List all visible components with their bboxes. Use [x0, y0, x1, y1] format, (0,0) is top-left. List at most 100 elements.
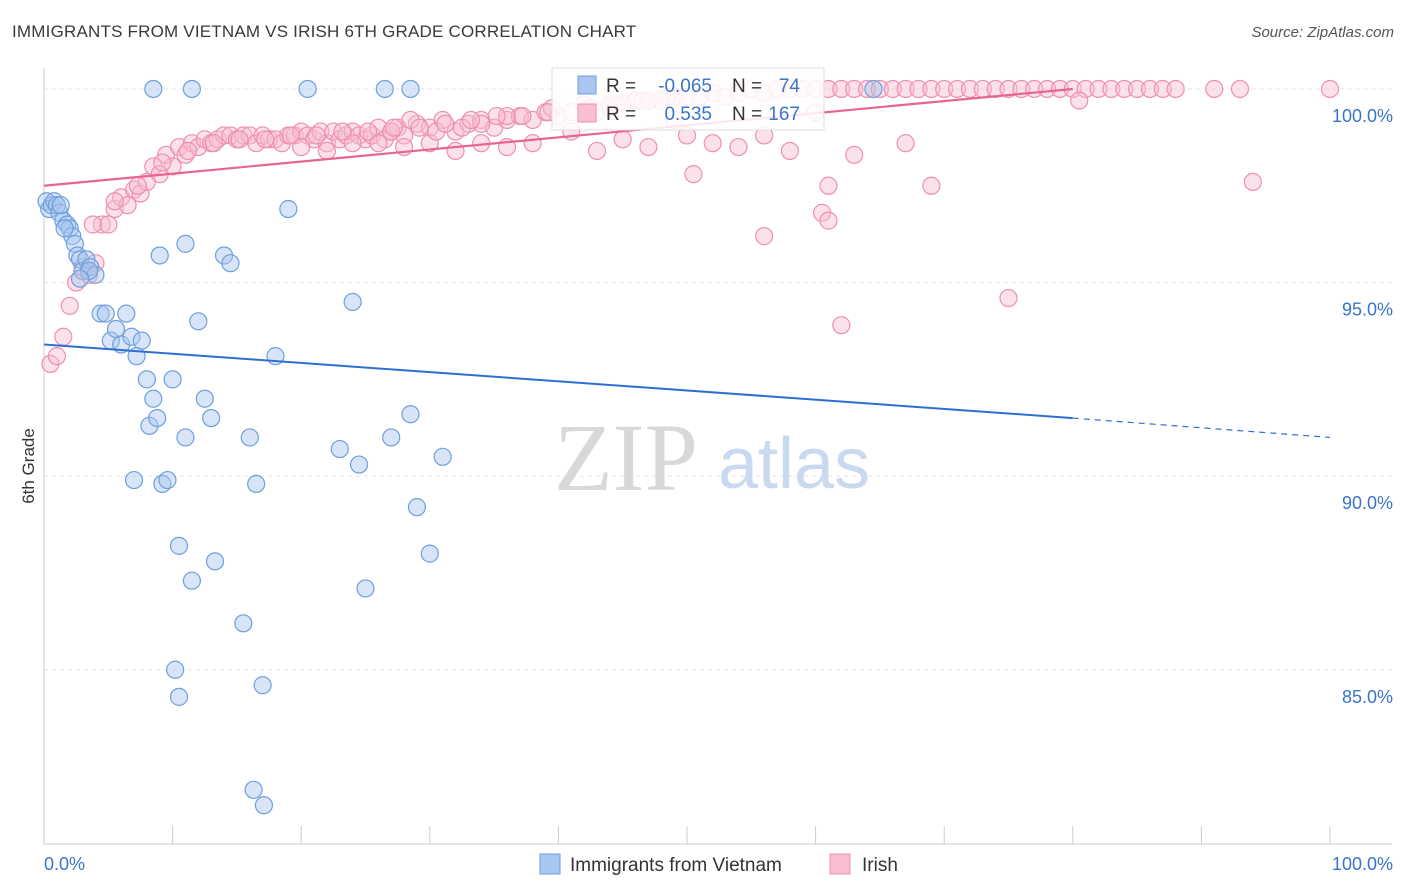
irish-point — [54, 327, 73, 346]
vietnam-point — [298, 79, 317, 99]
vietnam-point — [182, 571, 201, 590]
irish-point — [755, 227, 774, 246]
vietnam-point — [158, 470, 177, 490]
stats-r-value-irish: 0.535 — [664, 104, 712, 125]
irish-point — [105, 192, 124, 211]
irish-point — [497, 106, 517, 126]
vietnam-point — [205, 552, 225, 571]
vietnam-point — [343, 292, 362, 312]
vietnam-points — [37, 79, 883, 815]
stats-n-label-irish: N = — [732, 104, 762, 125]
irish-point — [1166, 79, 1185, 99]
vietnam-point — [433, 447, 452, 466]
irish-point — [960, 79, 980, 99]
irish-point — [461, 110, 481, 130]
irish-point — [703, 134, 722, 153]
vietnam-point — [401, 405, 420, 424]
x-tick-label-max: 100.0% — [1332, 854, 1393, 874]
irish-point — [999, 288, 1018, 308]
irish-point — [487, 106, 506, 126]
y-tick-labels: 85.0% 90.0% 95.0% 100.0% — [1332, 106, 1393, 707]
irish-point — [1140, 79, 1160, 99]
irish-point — [1205, 79, 1224, 99]
irish-point — [47, 347, 66, 366]
irish-point — [230, 130, 249, 149]
irish-point — [729, 137, 748, 157]
irish-point — [99, 215, 118, 234]
vietnam-point — [96, 304, 115, 323]
irish-point — [845, 79, 864, 99]
irish-point — [639, 137, 658, 157]
vietnam-point — [234, 614, 253, 633]
axes — [43, 68, 1392, 845]
irish-point — [999, 79, 1018, 99]
vietnam-point — [124, 470, 144, 490]
irish-point — [256, 130, 275, 149]
y-tick-label: 95.0% — [1342, 300, 1393, 320]
vietnam-point — [244, 780, 263, 799]
vietnam-point — [221, 254, 240, 273]
irish-point — [819, 176, 838, 195]
irish-point — [947, 79, 967, 99]
grid-lines — [44, 88, 1392, 671]
vietnam-point — [55, 219, 74, 238]
irish-point — [857, 79, 877, 99]
vietnam-trend-extension — [1072, 417, 1331, 439]
irish-point — [613, 130, 632, 149]
vietnam-point — [132, 331, 151, 350]
irish-point — [513, 106, 532, 126]
irish-point — [292, 137, 311, 157]
vietnam-point — [163, 370, 182, 389]
vietnam-point — [140, 416, 159, 435]
irish-point — [384, 118, 403, 137]
vietnam-point — [106, 319, 126, 339]
vietnam-point — [330, 439, 349, 459]
stats-r-label-irish: R = — [606, 104, 636, 125]
legend-label-irish: Irish — [862, 855, 898, 876]
irish-point — [317, 141, 337, 161]
irish-point — [163, 157, 182, 176]
legend-swatch-irish — [829, 853, 851, 875]
vietnam-point — [401, 79, 420, 99]
irish-point — [832, 79, 851, 99]
x-tick-label-min: 0.0% — [44, 854, 85, 874]
irish-point — [436, 114, 455, 133]
vietnam-point — [279, 199, 298, 219]
stats-swatch-irish — [577, 103, 597, 123]
stats-box-frame — [551, 67, 825, 131]
stats-n-label-vietnam: N = — [732, 76, 762, 97]
irish-point — [832, 316, 851, 335]
irish-point — [819, 211, 838, 230]
irish-point — [369, 134, 388, 153]
vietnam-point — [420, 544, 439, 563]
irish-point — [60, 296, 79, 315]
watermark: ZIP atlas — [554, 404, 870, 511]
vietnam-point — [150, 246, 169, 265]
vietnam-point — [407, 498, 427, 517]
y-tick-label: 90.0% — [1342, 493, 1393, 513]
irish-point — [909, 79, 928, 99]
legend-swatch-vietnam — [539, 853, 561, 875]
vietnam-point — [195, 389, 214, 408]
irish-point — [780, 141, 799, 161]
irish-point — [446, 141, 465, 161]
vietnam-point — [349, 455, 369, 474]
vietnam-point — [253, 676, 272, 695]
vietnam-trend-line — [43, 343, 1073, 420]
vietnam-point — [176, 428, 195, 447]
stats-n-value-vietnam: 74 — [779, 76, 801, 97]
irish-point — [870, 79, 890, 99]
vietnam-point — [240, 428, 259, 447]
irish-point — [1037, 79, 1057, 99]
irish-point — [986, 79, 1005, 99]
irish-point — [1115, 79, 1134, 99]
vietnam-point — [176, 234, 195, 253]
vietnam-point — [356, 579, 375, 598]
vietnam-point — [166, 660, 185, 679]
vietnam-point — [51, 196, 70, 215]
irish-point — [420, 134, 439, 153]
irish-point — [1089, 79, 1108, 99]
vietnam-point — [148, 408, 167, 428]
irish-point — [1076, 79, 1095, 99]
